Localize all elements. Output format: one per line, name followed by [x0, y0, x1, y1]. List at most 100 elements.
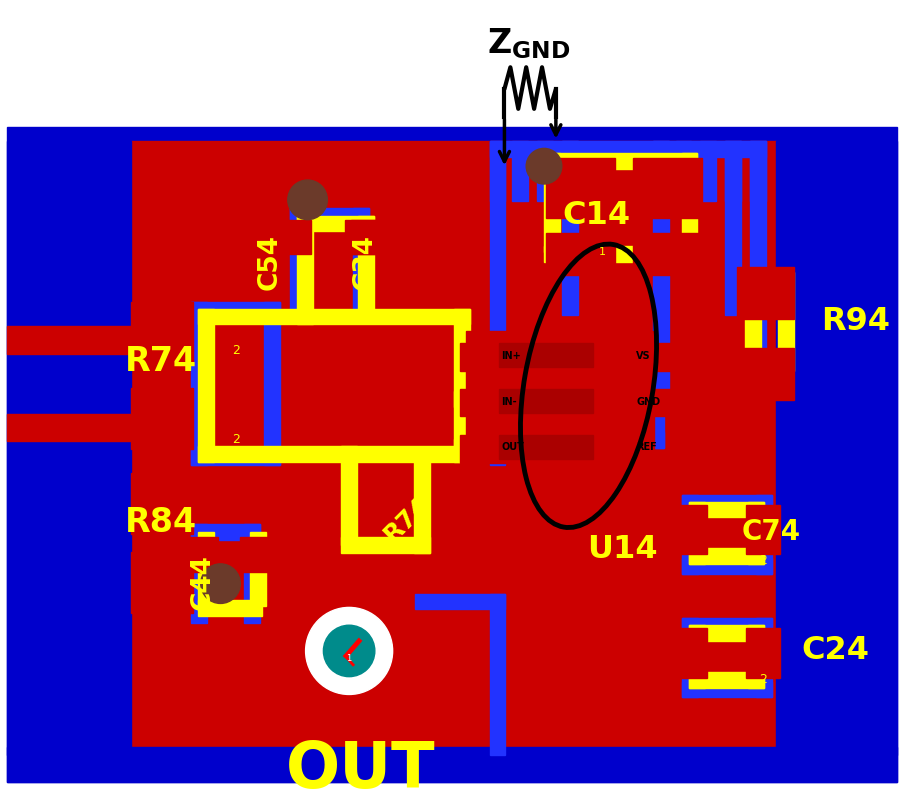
Bar	[544, 153, 559, 253]
Text: C54: C54	[256, 234, 283, 291]
Text: R74: R74	[378, 491, 433, 547]
Bar	[744, 355, 784, 371]
Bar	[505, 433, 663, 448]
Bar	[749, 141, 765, 201]
Bar	[358, 215, 374, 315]
Bar	[689, 671, 763, 688]
Bar	[689, 625, 704, 688]
Bar	[505, 384, 663, 399]
Bar	[777, 272, 794, 371]
Bar	[536, 141, 553, 201]
Bar	[198, 446, 470, 462]
Bar	[736, 267, 794, 319]
Bar	[682, 558, 770, 574]
Bar	[689, 502, 704, 564]
Bar	[747, 625, 763, 688]
Bar	[416, 220, 451, 254]
Bar	[131, 388, 192, 449]
Bar	[198, 308, 470, 324]
Bar	[561, 141, 577, 201]
Bar	[191, 525, 207, 623]
Text: U14: U14	[586, 533, 656, 565]
Bar	[191, 302, 280, 317]
Bar	[240, 537, 275, 572]
Bar	[198, 308, 213, 462]
Bar	[745, 628, 779, 678]
Bar	[689, 548, 763, 564]
Text: OUT: OUT	[501, 442, 524, 452]
Bar	[682, 495, 770, 511]
Bar	[340, 446, 357, 545]
Circle shape	[287, 180, 327, 220]
Text: R84: R84	[125, 506, 197, 539]
Text: R74: R74	[125, 345, 197, 378]
Text: R94: R94	[820, 306, 889, 337]
Bar	[499, 435, 592, 459]
Bar	[353, 207, 368, 316]
Bar	[460, 343, 508, 371]
Circle shape	[305, 608, 392, 695]
Bar	[689, 625, 763, 641]
Bar	[499, 343, 592, 367]
Text: C44: C44	[190, 554, 216, 609]
Bar	[415, 594, 505, 609]
Text: 2: 2	[758, 554, 766, 567]
Bar	[545, 233, 615, 275]
Bar	[505, 337, 663, 352]
Bar	[453, 308, 470, 462]
Bar	[340, 537, 430, 553]
Bar	[465, 332, 653, 460]
Bar	[131, 141, 776, 755]
Bar	[672, 628, 706, 678]
Bar	[747, 502, 763, 564]
Bar	[350, 220, 386, 254]
Text: $\mathbf{Z_{GND}}$: $\mathbf{Z_{GND}}$	[487, 26, 570, 61]
Text: C24: C24	[801, 635, 869, 667]
Bar	[689, 502, 763, 517]
Text: IN+: IN+	[501, 351, 521, 361]
Bar	[776, 141, 896, 755]
Bar	[682, 618, 770, 634]
Bar	[744, 272, 759, 371]
Bar	[489, 594, 505, 755]
Bar	[489, 141, 505, 389]
Bar	[191, 525, 260, 540]
Bar	[561, 141, 577, 315]
Text: 1: 1	[598, 247, 605, 257]
Bar	[264, 302, 280, 465]
Bar	[290, 207, 305, 316]
Bar	[250, 533, 265, 606]
Bar	[672, 504, 706, 554]
Bar	[682, 682, 770, 697]
Circle shape	[526, 148, 561, 184]
Bar	[296, 308, 312, 324]
Bar	[700, 141, 715, 201]
Text: 2: 2	[232, 344, 240, 358]
Bar	[198, 533, 213, 606]
Bar	[632, 389, 682, 416]
Bar	[744, 272, 784, 288]
Bar	[191, 449, 280, 465]
Bar	[512, 141, 527, 201]
Bar	[453, 391, 505, 407]
Bar	[489, 141, 765, 157]
Text: C14: C14	[562, 200, 629, 231]
Bar	[244, 525, 260, 623]
Text: IN-: IN-	[501, 396, 517, 407]
Bar	[749, 141, 765, 389]
Bar	[681, 153, 696, 253]
Bar	[489, 141, 505, 201]
Bar	[198, 600, 262, 617]
Bar	[296, 215, 312, 315]
Bar	[7, 141, 131, 755]
Circle shape	[200, 564, 240, 604]
Bar	[544, 246, 696, 262]
Text: GND: GND	[636, 396, 659, 407]
Bar	[7, 413, 135, 441]
Bar	[675, 141, 691, 201]
Text: 2: 2	[232, 433, 240, 446]
Bar	[275, 220, 311, 254]
Bar	[7, 747, 896, 781]
Text: C74: C74	[741, 518, 800, 546]
Circle shape	[323, 625, 375, 676]
